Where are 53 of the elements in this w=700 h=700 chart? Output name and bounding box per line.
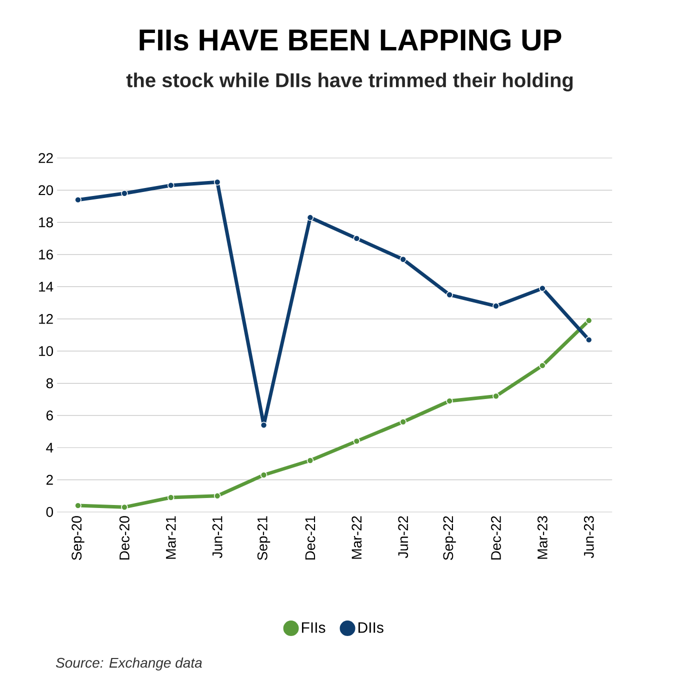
point: [446, 291, 453, 298]
y-tick-label: 18: [39, 217, 53, 228]
chart-title: FIIs HAVE BEEN LAPPING UP: [140, 29, 562, 51]
x-tick-label: Sep-21: [257, 516, 270, 560]
point: [400, 256, 407, 263]
point: [353, 235, 360, 242]
source-note: Source: Exchange data: [56, 657, 202, 671]
point: [74, 502, 82, 509]
y-tick-label: 22: [38, 153, 53, 163]
y-tick-label: 2: [46, 474, 53, 485]
y-tick-label: 0: [46, 507, 54, 517]
point: [539, 362, 546, 369]
y-tick-label: 4: [46, 442, 54, 452]
legend-label: FIIs: [302, 622, 326, 633]
x-tick-label: Mar-23: [537, 516, 548, 559]
point: [353, 438, 360, 445]
point: [585, 317, 592, 324]
point: [167, 182, 174, 189]
x-tick-label: Mar-21: [166, 516, 176, 559]
point: [446, 398, 453, 404]
point: [492, 392, 500, 400]
y-tick-label: 16: [39, 250, 53, 260]
point: [167, 494, 174, 501]
x-tick-label: Sep-22: [443, 516, 456, 560]
point: [306, 214, 314, 221]
point: [539, 284, 546, 292]
point: [400, 418, 407, 426]
point: [214, 178, 221, 186]
point: [585, 336, 592, 344]
x-tick-label: Jun-23: [584, 516, 594, 558]
y-tick-label: 12: [39, 314, 53, 324]
point: [492, 302, 500, 310]
y-tick-label: 8: [46, 378, 53, 388]
chart-subtitle: the stock while DIIs have trimmed their holding: [126, 72, 573, 92]
point: [121, 504, 128, 511]
point: [214, 492, 221, 500]
point: [74, 196, 82, 204]
point: [121, 190, 128, 197]
point: [260, 472, 268, 478]
x-tick-label: Jun-21: [212, 516, 222, 558]
x-tick-label: Mar-22: [352, 516, 362, 559]
x-tick-label: Dec-20: [119, 516, 130, 560]
y-tick-label: 20: [38, 185, 54, 196]
legend-label: DIIs: [358, 622, 384, 633]
x-tick-label: Dec-21: [305, 516, 316, 560]
x-tick-label: Sep-20: [72, 516, 84, 560]
point: [260, 422, 268, 429]
x-tick-label: Jun-22: [398, 516, 408, 558]
x-tick-label: Dec-22: [491, 516, 501, 560]
y-tick-label: 14: [39, 282, 54, 292]
point: [306, 457, 314, 464]
y-tick-label: 6: [46, 410, 53, 420]
y-tick-label: 10: [39, 346, 54, 356]
